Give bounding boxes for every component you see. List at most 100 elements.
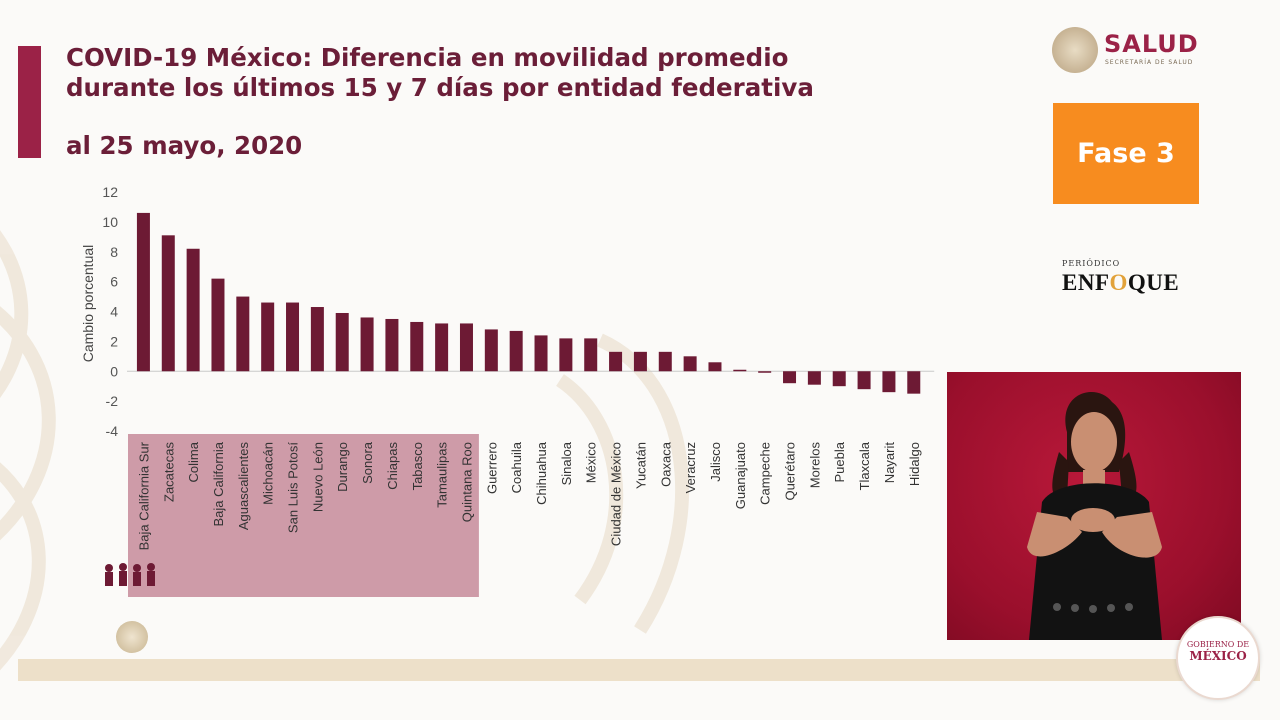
category-label: Coahuila [509,441,524,493]
bar [385,318,399,372]
bar [882,371,896,393]
bar [335,312,349,372]
y-tick-label: -4 [106,423,119,439]
bar [783,371,797,384]
bar [360,317,374,372]
bar [435,323,449,372]
mobility-bar-chart: 12 10 8 6 4 2 0 -2 -4 Cambio porcentual Baja Calif… [80,184,935,597]
category-label: Oaxaca [658,441,673,487]
category-label: Aguascalientes [236,442,251,531]
bar [161,235,175,372]
category-label: Baja California [211,441,226,526]
y-tick-label: -2 [106,393,119,409]
watermark-text-post: QUE [1127,270,1180,295]
bar [683,356,697,372]
bar [410,321,424,372]
watermark-top: PERIÓDICO [1062,259,1121,268]
watermark-text-pre: ENF [1062,270,1110,295]
bar [534,335,548,372]
page-title: COVID-19 México: Diferencia en movilidad… [66,43,886,103]
bar [807,371,821,385]
y-tick-label: 4 [110,304,118,320]
sign-language-interpreter-video [947,372,1241,640]
bar [733,369,747,372]
bar [236,296,250,372]
watermark-logo: ENFOQUE [1062,270,1179,296]
category-label: Guanajuato [733,442,748,509]
category-label: Querétaro [783,442,798,501]
category-label: Colima [186,441,201,482]
bar [136,212,150,372]
y-tick-label: 2 [110,333,118,349]
category-label: México [584,442,599,483]
category-label: Campeche [758,442,773,505]
category-label: Tamaulipas [435,442,450,508]
bar [907,371,921,394]
page-date: al 25 mayo, 2020 [66,131,303,160]
category-label: Chiapas [385,442,400,490]
logo-name: SALUD [1104,30,1199,58]
category-label: Durango [335,442,350,492]
bar [459,323,473,372]
category-label: Morelos [807,442,822,489]
y-tick-label: 12 [102,184,118,200]
category-label: Tlaxcala [857,441,872,490]
category-label: Chihuahua [534,441,549,505]
bar [609,351,623,372]
category-label: Michoacán [261,442,276,505]
title-line-1: COVID-19 México: Diferencia en movilidad… [66,43,789,72]
salud-logo: SALUD SECRETARÍA DE SALUD [1052,27,1202,75]
logo-subtitle: SECRETARÍA DE SALUD [1105,59,1194,66]
y-tick-label: 8 [110,244,118,260]
bar [186,248,200,372]
category-label: Baja California Sur [136,441,151,550]
category-label: Zacatecas [161,442,176,502]
y-axis-label: Cambio porcentual [80,245,96,363]
category-label: Hidalgo [907,442,922,486]
category-label: Yucatán [633,442,648,489]
bar [832,371,846,387]
bar [261,302,275,372]
label-highlight-box [128,434,479,597]
category-label: Puebla [832,441,847,482]
watermark-text-o: O [1109,270,1128,295]
bar [559,338,573,372]
footer-band [18,659,1260,681]
bar [708,362,722,372]
category-label: Veracruz [683,442,698,493]
bar [857,371,871,390]
bar [211,278,225,372]
title-line-2: durante los últimos 15 y 7 días por enti… [66,73,814,102]
bar [658,351,672,372]
category-label: Jalisco [708,442,723,482]
national-seal-icon [1052,27,1098,73]
bar [484,329,498,372]
category-label: Nuevo León [310,442,325,512]
category-label: Sonora [360,441,375,484]
phase-badge: Fase 3 [1053,103,1199,204]
gob-badge-line2: MÉXICO [1189,649,1247,663]
bar [633,351,647,372]
people-illustration-icon [101,562,165,588]
category-label: San Luis Potosí [286,442,301,533]
category-label: Tabasco [410,442,425,490]
category-label: Nayarit [882,442,897,484]
category-label: Sinaloa [559,441,574,485]
bar [286,302,300,372]
bar [584,338,598,372]
bar [758,371,772,373]
category-label: Guerrero [484,442,499,494]
gobierno-de-mexico-badge: GOBIERNO DE MÉXICO [1176,616,1260,700]
y-tick-label: 6 [110,274,118,290]
interpreter-figure-icon [1027,392,1162,640]
category-label: Ciudad de México [609,442,624,546]
small-seal-icon [116,621,148,653]
bar [310,307,324,372]
category-label: Quintana Roo [459,442,474,522]
y-tick-label: 0 [110,363,118,379]
gob-badge-line1: GOBIERNO DE [1186,640,1250,649]
title-accent-bar [18,46,41,158]
y-tick-label: 10 [102,214,118,230]
bar [509,330,523,372]
